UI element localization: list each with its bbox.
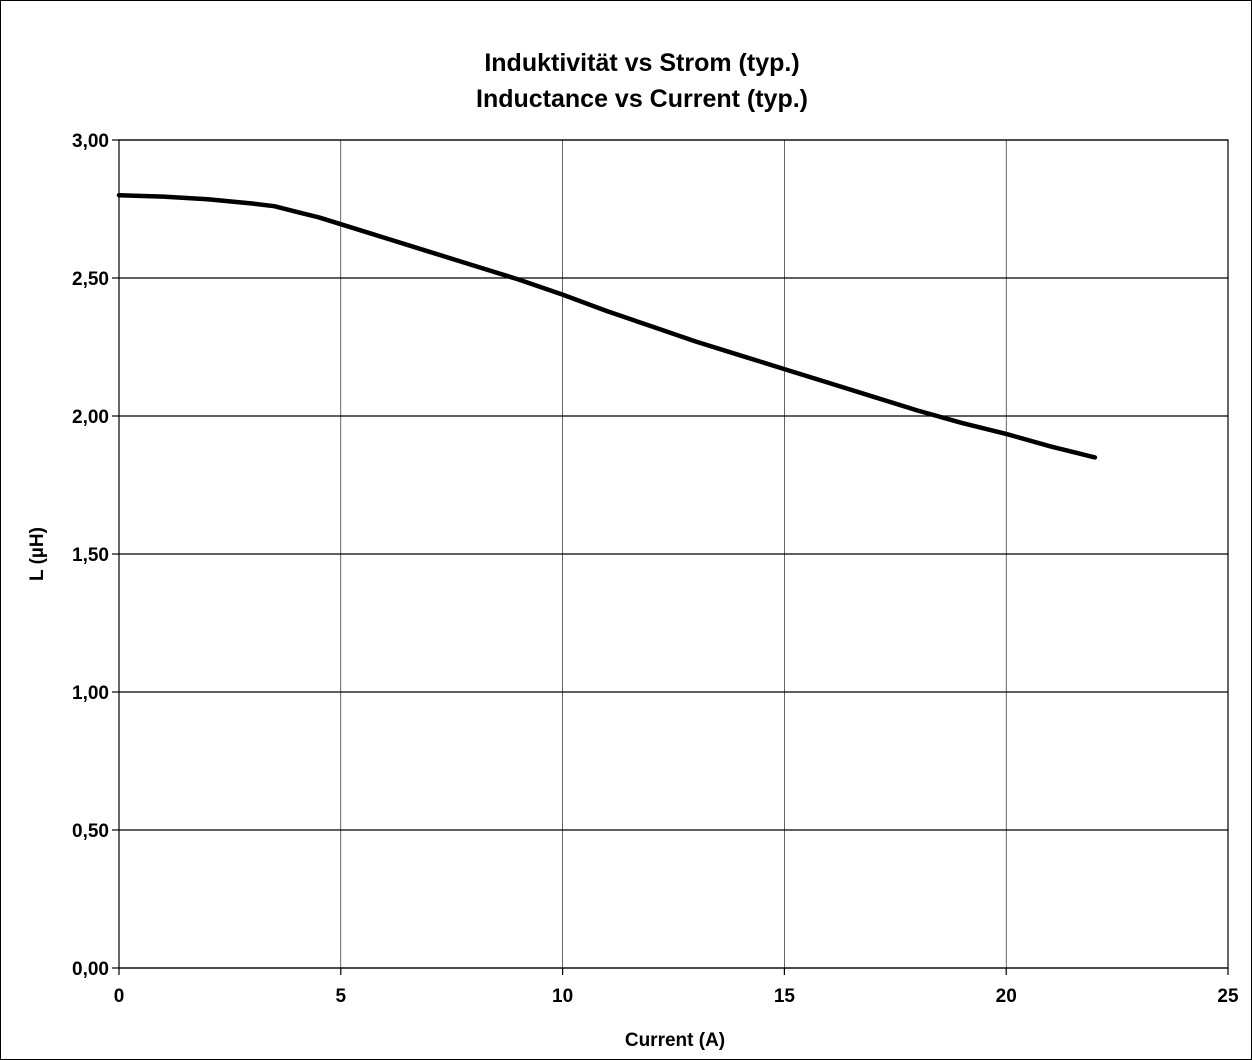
chart-title: Induktivität vs Strom (typ.) [484, 49, 799, 77]
x-tick-label: 25 [1217, 986, 1239, 1007]
y-tick-label: 0,50 [72, 821, 109, 842]
x-tick-label: 0 [114, 986, 125, 1007]
y-tick-label: 2,00 [72, 407, 109, 428]
axes [112, 139, 1229, 975]
y-tick-label: 3,00 [72, 131, 109, 152]
grid-lines [119, 139, 1229, 969]
y-tick-label: 2,50 [72, 269, 109, 290]
y-tick-label: 0,00 [72, 959, 109, 980]
plot-area-border [118, 139, 1229, 969]
x-tick-label: 15 [774, 986, 796, 1007]
y-tick-label: 1,50 [72, 545, 109, 566]
x-tick-label: 10 [552, 986, 573, 1007]
series-line [116, 192, 1098, 460]
x-axis-title: Current (A) [625, 1030, 725, 1051]
tick-labels: 0,00 0,50 1,00 1,50 2,00 2,50 3,00 0 5 10 15 20 25 [72, 131, 1239, 1007]
chart-subtitle: Inductance vs Current (typ.) [476, 85, 808, 113]
y-axis-title: L (µH) [27, 527, 48, 581]
y-tick-label: 1,00 [72, 683, 109, 704]
x-tick-label: 5 [336, 986, 347, 1007]
x-tick-label: 20 [996, 986, 1017, 1007]
series-layer [116, 192, 1098, 460]
